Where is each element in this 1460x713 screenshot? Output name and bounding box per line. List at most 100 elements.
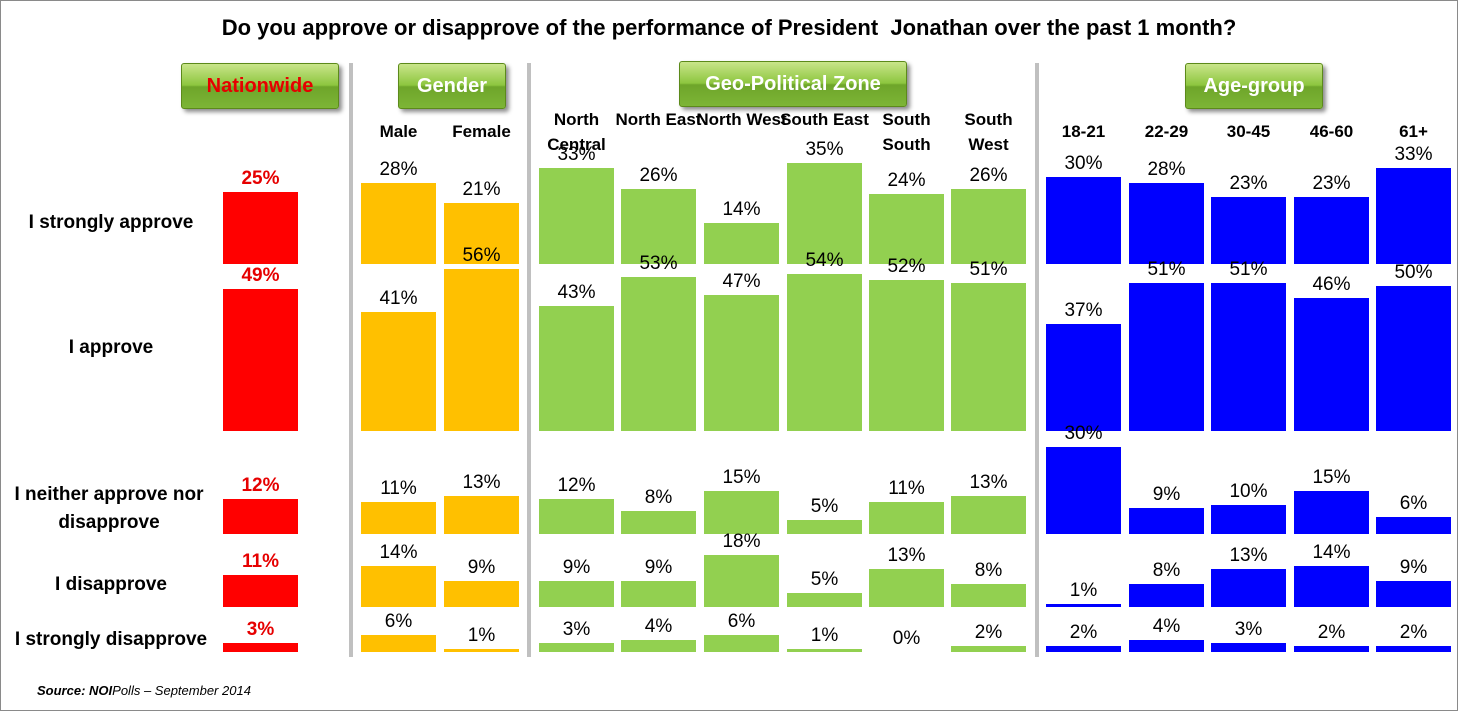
bar-geo-political-zone-south-south-i-approve — [869, 280, 944, 431]
value-label-age-group-18-21-i-neither-approve-nor-disapprove: 30% — [1064, 423, 1103, 444]
value-label-age-group-22-29-i-strongly-disapprove: 4% — [1152, 616, 1181, 638]
bar-geo-political-zone-south-south-i-strongly-approve — [869, 194, 944, 264]
bar-age-group-18-21-i-neither-approve-nor-disapprove — [1046, 447, 1121, 534]
value-label-geo-political-zone-north-east-i-disapprove: 9% — [644, 556, 673, 578]
bar-geo-political-zone-north-central-i-approve — [539, 306, 614, 431]
bar-age-group-46-60-i-strongly-disapprove — [1294, 646, 1369, 652]
bar-gender-female-i-disapprove — [444, 580, 519, 607]
value-label-age-group-30-45-i-disapprove: 13% — [1229, 545, 1268, 567]
value-label-age-group-46-60-i-strongly-approve: 23% — [1312, 173, 1351, 195]
bar-geo-political-zone-north-central-i-strongly-approve — [539, 168, 614, 264]
value-label-geo-political-zone-south-west-i-disapprove: 8% — [974, 559, 1003, 581]
bar-geo-political-zone-north-west-i-disapprove — [704, 554, 779, 607]
value-label-geo-political-zone-north-east-i-neither-approve-nor-disapprove: 8% — [644, 486, 673, 508]
value-label-nationwide-i-disapprove: 11% — [242, 551, 279, 573]
value-label-geo-political-zone-south-west-i-strongly-approve: 26% — [969, 164, 1008, 186]
source-date: – September 2014 — [140, 683, 251, 698]
value-label-geo-political-zone-north-west-i-neither-approve-nor-disapprove: 15% — [722, 466, 761, 488]
bar-age-group-22-29-i-approve — [1129, 283, 1204, 431]
value-label-geo-political-zone-north-west-i-approve: 47% — [722, 270, 761, 292]
value-label-geo-political-zone-north-east-i-strongly-approve: 26% — [639, 164, 678, 186]
bar-age-group-61-i-disapprove — [1376, 580, 1451, 607]
value-label-geo-political-zone-north-west-i-strongly-approve: 14% — [722, 199, 761, 221]
value-label-gender-male-i-neither-approve-nor-disapprove: 11% — [380, 478, 417, 500]
value-label-age-group-46-60-i-strongly-disapprove: 2% — [1317, 622, 1346, 644]
column-header-18-21: 18-21 — [1061, 122, 1106, 141]
value-label-geo-political-zone-north-central-i-neither-approve-nor-disapprove: 12% — [557, 475, 596, 497]
value-label-age-group-46-60-i-neither-approve-nor-disapprove: 15% — [1312, 466, 1351, 488]
value-label-nationwide-i-approve: 49% — [241, 264, 280, 286]
column-header-north-west: North West — [696, 110, 787, 129]
value-label-nationwide-i-strongly-approve: 25% — [241, 167, 280, 189]
column-header-south-south: South South — [882, 110, 931, 154]
bar-geo-political-zone-north-central-i-strongly-disapprove — [539, 643, 614, 652]
column-header-south-west: South West — [964, 110, 1013, 154]
bar-nationwide-i-disapprove — [223, 575, 298, 607]
bar-age-group-18-21-i-disapprove — [1046, 604, 1121, 607]
bar-geo-political-zone-south-east-i-neither-approve-nor-disapprove — [787, 519, 862, 534]
bar-age-group-30-45-i-strongly-approve — [1211, 197, 1286, 264]
bar-geo-political-zone-south-east-i-approve — [787, 274, 862, 431]
bar-geo-political-zone-north-west-i-neither-approve-nor-disapprove — [704, 490, 779, 534]
bar-geo-political-zone-south-west-i-approve — [951, 283, 1026, 431]
bar-geo-political-zone-north-west-i-approve — [704, 294, 779, 431]
chart-title: Do you approve or disapprove of the perf… — [221, 15, 1237, 40]
value-label-geo-political-zone-south-south-i-approve: 52% — [887, 256, 926, 278]
value-label-geo-political-zone-north-west-i-disapprove: 18% — [722, 530, 761, 552]
value-label-age-group-46-60-i-approve: 46% — [1312, 273, 1351, 295]
row-label-disapprove: I disapprove — [55, 574, 167, 595]
value-label-geo-political-zone-south-west-i-approve: 51% — [969, 259, 1008, 281]
source-org-rest: Polls — [112, 683, 141, 698]
value-label-age-group-61-i-disapprove: 9% — [1399, 556, 1428, 578]
value-label-geo-political-zone-south-east-i-disapprove: 5% — [810, 568, 839, 590]
bar-nationwide-i-strongly-disapprove — [223, 643, 298, 652]
value-label-geo-political-zone-south-south-i-neither-approve-nor-disapprove: 11% — [888, 478, 925, 500]
value-label-age-group-18-21-i-strongly-approve: 30% — [1064, 153, 1103, 174]
value-label-geo-political-zone-south-east-i-strongly-disapprove: 1% — [810, 625, 839, 647]
value-label-geo-political-zone-north-central-i-strongly-approve: 33% — [557, 144, 596, 166]
value-label-nationwide-i-strongly-disapprove: 3% — [246, 619, 275, 641]
value-label-geo-political-zone-north-central-i-disapprove: 9% — [562, 556, 591, 578]
group-header-nationwide: Nationwide — [181, 63, 339, 109]
bar-age-group-46-60-i-neither-approve-nor-disapprove — [1294, 490, 1369, 534]
bar-geo-political-zone-south-east-i-disapprove — [787, 592, 862, 607]
bar-geo-political-zone-south-south-i-neither-approve-nor-disapprove — [869, 502, 944, 534]
bar-geo-political-zone-north-east-i-approve — [621, 277, 696, 431]
group-separator — [349, 63, 353, 657]
bar-geo-political-zone-south-west-i-strongly-approve — [951, 188, 1026, 264]
row-label-strongly-approve: I strongly approve — [28, 212, 194, 233]
value-label-age-group-61-i-approve: 50% — [1394, 262, 1433, 283]
bar-geo-political-zone-south-west-i-neither-approve-nor-disapprove — [951, 496, 1026, 534]
value-label-age-group-30-45-i-strongly-disapprove: 3% — [1234, 619, 1263, 641]
bar-gender-male-i-disapprove — [361, 566, 436, 607]
value-label-age-group-18-21-i-approve: 37% — [1064, 299, 1103, 321]
bar-age-group-22-29-i-neither-approve-nor-disapprove — [1129, 507, 1204, 534]
bar-age-group-61-i-strongly-approve — [1376, 168, 1451, 264]
bar-age-group-46-60-i-approve — [1294, 297, 1369, 431]
group-separator — [1035, 63, 1039, 657]
value-label-age-group-30-45-i-strongly-approve: 23% — [1229, 173, 1268, 195]
bar-age-group-30-45-i-approve — [1211, 283, 1286, 431]
bar-age-group-22-29-i-strongly-disapprove — [1129, 640, 1204, 652]
bar-geo-political-zone-south-east-i-strongly-approve — [787, 162, 862, 264]
bar-age-group-46-60-i-disapprove — [1294, 566, 1369, 607]
value-label-age-group-18-21-i-disapprove: 1% — [1069, 580, 1098, 602]
bar-age-group-18-21-i-strongly-approve — [1046, 177, 1121, 264]
value-label-geo-political-zone-south-east-i-neither-approve-nor-disapprove: 5% — [810, 495, 839, 517]
bar-age-group-18-21-i-approve — [1046, 323, 1121, 431]
bar-geo-political-zone-north-west-i-strongly-disapprove — [704, 634, 779, 652]
value-label-age-group-18-21-i-strongly-disapprove: 2% — [1069, 622, 1098, 644]
bar-age-group-22-29-i-strongly-approve — [1129, 182, 1204, 264]
bar-gender-female-i-strongly-disapprove — [444, 649, 519, 652]
bar-age-group-18-21-i-strongly-disapprove — [1046, 646, 1121, 652]
source-label: Source: — [37, 683, 86, 698]
value-label-geo-political-zone-north-east-i-approve: 53% — [639, 253, 678, 275]
column-header-22-29: 22-29 — [1144, 122, 1189, 141]
bar-geo-political-zone-north-east-i-neither-approve-nor-disapprove — [621, 510, 696, 534]
value-label-geo-political-zone-south-east-i-strongly-approve: 35% — [805, 138, 844, 160]
bar-nationwide-i-neither-approve-nor-disapprove — [223, 499, 298, 534]
value-label-geo-political-zone-south-west-i-neither-approve-nor-disapprove: 13% — [969, 472, 1008, 494]
value-label-age-group-61-i-strongly-approve: 33% — [1394, 144, 1433, 166]
bar-geo-political-zone-north-east-i-disapprove — [621, 580, 696, 607]
